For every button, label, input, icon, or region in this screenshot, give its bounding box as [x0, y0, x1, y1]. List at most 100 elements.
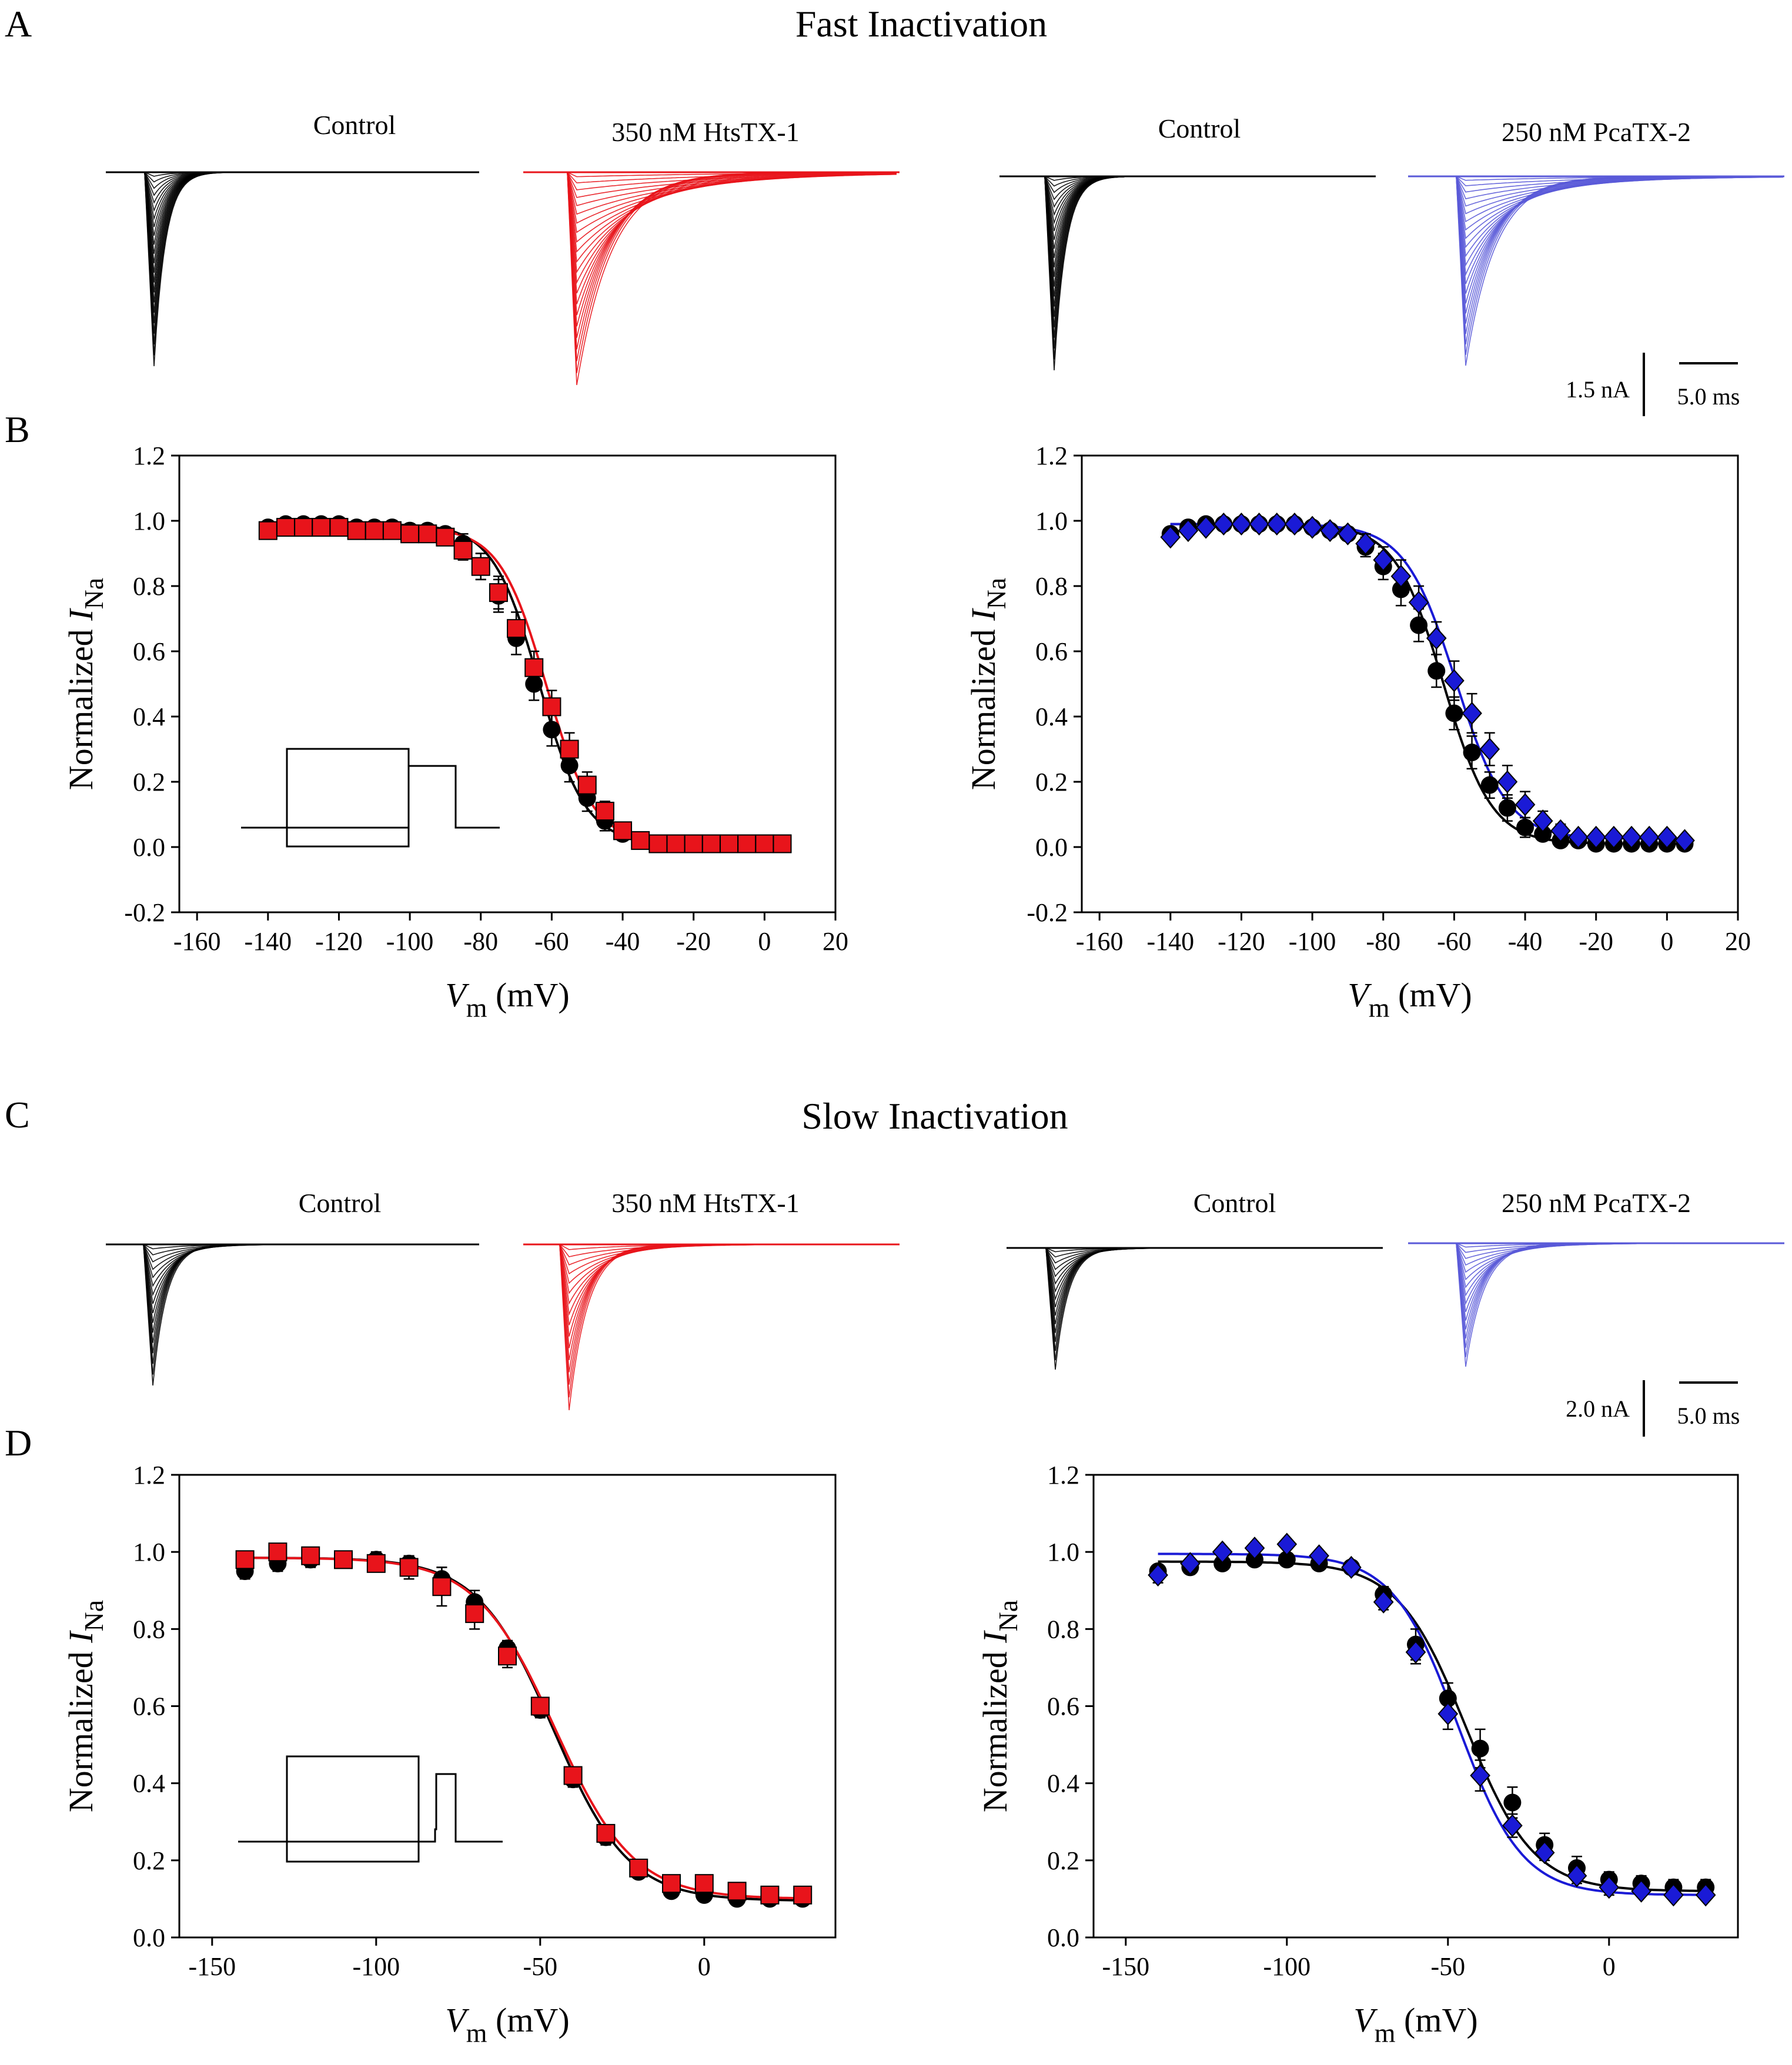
data-point — [1178, 519, 1199, 543]
data-point — [235, 1550, 255, 1569]
x-tick-label: -100 — [386, 927, 434, 956]
data-point — [1503, 1793, 1522, 1812]
y-tick-label: 1.0 — [133, 1538, 165, 1567]
data-point — [1373, 548, 1394, 572]
data-point — [1479, 737, 1500, 761]
scale-bar-c-time: 5.0 ms — [1677, 1403, 1740, 1429]
data-point — [366, 1554, 386, 1573]
plot-b-left: -160 -140 -120 -100 -80 -60 -40 -20 0 20 -0.2 0.0 0.… — [62, 441, 848, 1023]
y-axis-label-var: I — [62, 1630, 100, 1644]
x-tick-label: -60 — [1437, 927, 1472, 956]
current-traces-a-pcatx — [1408, 175, 1784, 366]
current-trace — [999, 176, 1374, 371]
x-axis-label-var: V — [445, 976, 470, 1014]
data-point — [1410, 616, 1428, 634]
section-title-slow: Slow Inactivation — [801, 1095, 1068, 1137]
data-point — [701, 834, 721, 854]
x-tick-label: 0 — [1603, 1952, 1616, 1981]
x-tick-label: -80 — [463, 927, 498, 956]
data-point — [596, 1823, 616, 1843]
y-tick-label: 0.8 — [1035, 572, 1068, 601]
y-axis-label-sub: Na — [79, 1600, 109, 1632]
plot-d-right: -150 -100 -50 0 0.0 0.2 0.4 0.6 0.8 1.0 1.2 Vm (mV)… — [976, 1461, 1739, 2048]
y-tick-label: 1.0 — [1047, 1538, 1079, 1567]
data-point — [382, 521, 402, 540]
data-point — [595, 801, 614, 821]
y-axis-label-var: I — [964, 608, 1002, 621]
x-axis-label-var: V — [1353, 2001, 1378, 2039]
y-axis-label: Normalized INa — [976, 1600, 1023, 1812]
data-point — [1550, 819, 1571, 842]
data-point — [1439, 1689, 1457, 1708]
y-tick-label: -0.2 — [1027, 898, 1068, 927]
current-trace — [1408, 176, 1783, 366]
y-tick-label: 0.8 — [133, 572, 165, 601]
y-tick-label: 0.4 — [1035, 702, 1068, 731]
data-point — [1463, 744, 1481, 762]
data-point — [276, 518, 295, 537]
y-tick-label: 1.0 — [1035, 507, 1068, 536]
y-axis-label-sub: Na — [79, 578, 109, 610]
data-point — [563, 1766, 583, 1785]
x-tick-label: -40 — [606, 927, 640, 956]
y-tick-label: 1.0 — [133, 507, 165, 536]
plot-frame — [1081, 454, 1739, 913]
scale-bar-c-current: 2.0 nA — [1566, 1395, 1630, 1422]
data-point — [737, 834, 757, 854]
data-point — [694, 1874, 714, 1893]
protocol-inset — [241, 748, 500, 848]
data-point — [1657, 825, 1677, 849]
trace-label-a-pcatx: 250 nM PcaTX-2 — [1502, 117, 1691, 147]
current-traces-a-control-2 — [999, 175, 1376, 371]
x-tick-label: 20 — [1725, 927, 1751, 956]
y-tick-label: 0.2 — [1047, 1846, 1079, 1875]
trace-label-a-control-2: Control — [1158, 113, 1241, 143]
scale-bar-c: 2.0 nA 5.0 ms — [1566, 1380, 1740, 1437]
current-traces-c-control-1 — [106, 1243, 479, 1386]
data-point — [1426, 627, 1447, 650]
data-point — [1568, 825, 1589, 849]
x-tick-label: 0 — [1660, 927, 1673, 956]
panel-letter-c: C — [5, 1094, 30, 1136]
data-point — [1213, 1554, 1232, 1572]
x-tick-label: -150 — [1102, 1952, 1149, 1981]
data-point — [1284, 513, 1305, 536]
data-point — [498, 1646, 517, 1666]
trace-label-c-pcatx: 250 nM PcaTX-2 — [1502, 1188, 1691, 1218]
data-point — [666, 834, 686, 854]
data-point — [436, 527, 455, 547]
x-axis-label: Vm (mV) — [445, 2001, 569, 2048]
data-point — [1276, 1532, 1298, 1556]
y-tick-label: 0.4 — [133, 1769, 165, 1798]
data-point — [1695, 1883, 1716, 1907]
data-point — [418, 524, 437, 544]
y-axis-label-text: Normalized — [62, 1643, 100, 1812]
data-point — [1462, 701, 1482, 725]
current-traces-a-control-1 — [106, 171, 479, 367]
x-tick-label: -140 — [1146, 927, 1194, 956]
data-point — [1498, 799, 1516, 817]
y-tick-label: -0.2 — [124, 898, 165, 927]
data-point — [453, 540, 473, 560]
y-tick-label: 0.0 — [133, 833, 165, 862]
data-point — [1445, 704, 1463, 722]
data-point — [773, 834, 792, 854]
data-point — [1497, 770, 1518, 794]
x-axis-label-sub: m — [1375, 2018, 1396, 2048]
data-point — [1514, 793, 1536, 816]
data-point — [613, 821, 633, 841]
x-tick-label: -100 — [352, 1952, 400, 1981]
y-axis-label-var: I — [976, 1630, 1014, 1644]
x-axis-label-unit: (mV) — [1390, 976, 1472, 1014]
current-traces-a-htstx — [523, 171, 900, 386]
data-point — [1390, 564, 1412, 588]
data-point — [1405, 1641, 1426, 1664]
x-axis-label-sub: m — [1369, 993, 1390, 1023]
x-tick-label: -20 — [676, 927, 711, 956]
trace-group-a: Control 350 nM HtsTX-1 Control 250 nM Pc… — [106, 110, 1784, 416]
x-tick-label: -100 — [1263, 1952, 1310, 1981]
y-tick-label: 0.2 — [1035, 768, 1068, 796]
x-axis-label: Vm (mV) — [1348, 976, 1472, 1023]
data-point — [1534, 825, 1552, 843]
data-point — [560, 757, 579, 775]
